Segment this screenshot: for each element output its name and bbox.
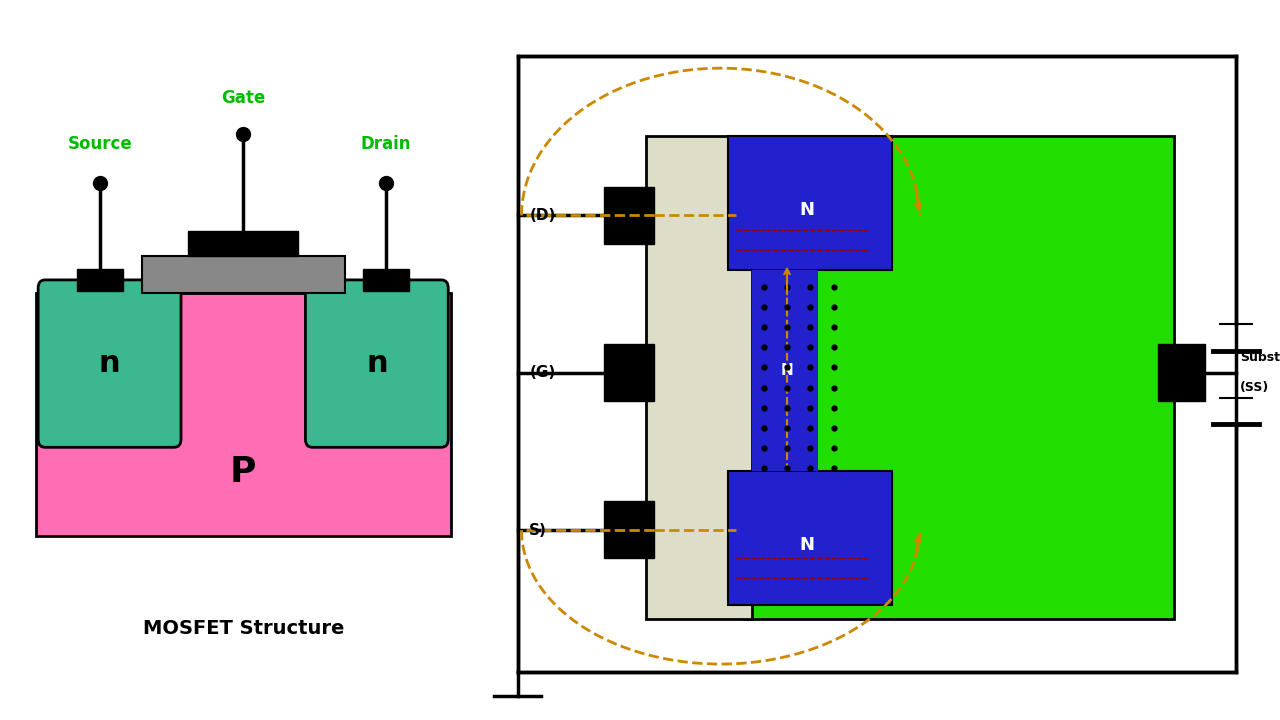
Bar — [604, 501, 654, 558]
Bar — [604, 344, 654, 401]
Text: Drain: Drain — [361, 135, 411, 153]
Bar — [36, 294, 451, 536]
Text: N: N — [799, 536, 814, 554]
Bar — [604, 186, 654, 243]
Bar — [1158, 344, 1204, 401]
Text: Source: Source — [68, 135, 133, 153]
Bar — [728, 471, 892, 605]
Bar — [142, 256, 344, 294]
FancyBboxPatch shape — [38, 280, 180, 447]
Bar — [646, 136, 751, 618]
Text: Substrate: Substrate — [1240, 351, 1280, 364]
Text: S): S) — [530, 523, 548, 538]
FancyBboxPatch shape — [306, 280, 448, 447]
Text: n: n — [366, 349, 388, 378]
Text: P: P — [230, 454, 256, 489]
Text: N: N — [781, 364, 794, 378]
Text: N: N — [799, 201, 814, 219]
Text: (SS): (SS) — [1240, 381, 1270, 394]
Bar — [744, 136, 1174, 618]
Text: (D): (D) — [530, 208, 556, 223]
Text: (G): (G) — [530, 365, 556, 380]
Text: Gate: Gate — [221, 89, 265, 107]
Bar — [364, 269, 410, 291]
Bar — [77, 269, 123, 291]
Bar — [728, 136, 892, 270]
Text: n: n — [99, 349, 120, 378]
Bar — [751, 270, 818, 471]
Bar — [188, 231, 298, 256]
Text: MOSFET Structure: MOSFET Structure — [142, 618, 344, 638]
